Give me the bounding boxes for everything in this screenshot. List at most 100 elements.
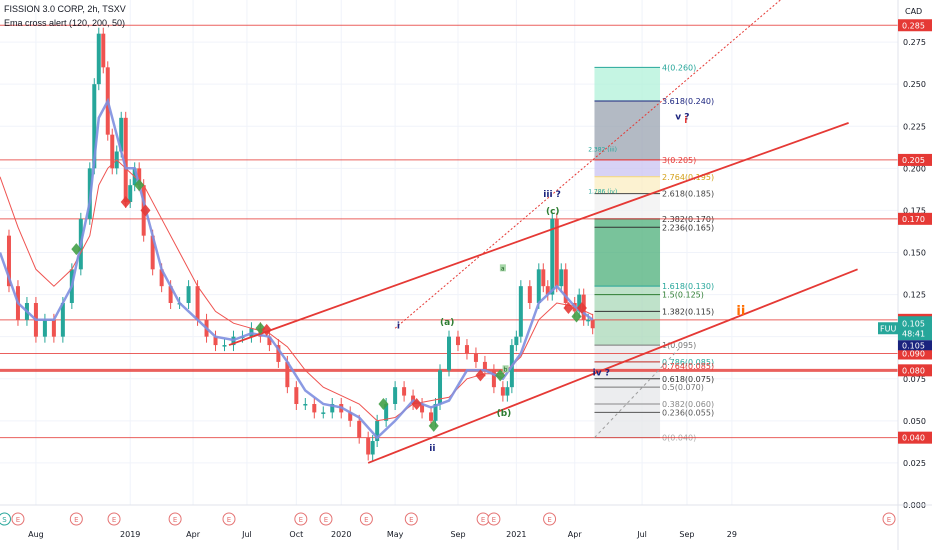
candle: [110, 134, 115, 169]
fib-zone: [594, 193, 661, 219]
fib-level-label: 1.618(0.130): [662, 282, 714, 291]
time-tick: Aug: [28, 530, 44, 539]
fib-level-label: 1.5(0.125): [662, 291, 704, 300]
candle: [96, 33, 101, 85]
candle: [590, 319, 595, 329]
price-tick: 0.200: [903, 164, 926, 173]
wave-box-label: b: [504, 366, 508, 373]
price-tick: 0.050: [903, 417, 926, 426]
fib-zone: [594, 218, 661, 287]
candle: [482, 361, 487, 371]
event-marker: [107, 512, 121, 526]
candle: [330, 404, 335, 413]
event-marker: [882, 512, 896, 526]
candle: [464, 345, 469, 354]
wave-label: iii ?: [543, 190, 561, 200]
candle: [527, 286, 532, 303]
event-marker-label: E: [74, 516, 78, 524]
candle: [563, 269, 568, 303]
signal-marker: [261, 323, 272, 336]
candle: [550, 218, 555, 295]
channel-line: [228, 122, 849, 346]
candle: [303, 404, 308, 406]
wave-label: ii: [429, 444, 435, 454]
fib-level-label: 2.236(0.165): [662, 223, 714, 232]
price-tick: 0.125: [903, 291, 926, 300]
signal-marker: [571, 310, 582, 323]
event-marker-label: E: [364, 516, 368, 524]
wave-label: (c): [546, 207, 560, 217]
candle: [123, 117, 128, 202]
event-marker-label: E: [16, 516, 20, 524]
fib-level-label: 0.236(0.055): [662, 408, 714, 417]
event-marker: [543, 512, 557, 526]
candle: [276, 345, 281, 362]
candle: [128, 185, 133, 202]
candle: [60, 303, 65, 337]
time-tick: 29: [727, 530, 737, 539]
candle: [348, 412, 353, 421]
candle: [294, 387, 299, 404]
price-tick: 0.275: [903, 38, 926, 47]
event-marker-label: E: [481, 516, 485, 524]
event-marker: [487, 512, 501, 526]
channel-line: [367, 268, 858, 464]
fib-level-label: 0.786(0.085): [662, 358, 714, 367]
wave-label: (a): [440, 318, 454, 328]
price-axis-bg: [898, 0, 932, 550]
event-marker-label: E: [409, 516, 413, 524]
candle: [267, 336, 272, 346]
signal-marker: [563, 302, 574, 315]
candle: [101, 33, 106, 68]
fib-level-label: 1(0.095): [662, 341, 696, 350]
price-tick: 0.075: [903, 375, 926, 384]
price-level-tag-text: 0.205: [902, 156, 925, 165]
candle: [554, 218, 559, 287]
candle: [222, 345, 227, 347]
time-tick: 2021: [506, 530, 526, 539]
candle: [137, 168, 142, 186]
event-marker-label: E: [173, 516, 177, 524]
event-marker: [0, 512, 11, 526]
ticker-text: FUU: [880, 324, 896, 333]
candle: [366, 437, 371, 455]
candle: [536, 269, 541, 303]
price-level-tag: [898, 347, 932, 360]
time-tick: Apr: [186, 530, 201, 539]
fib-zone: [594, 345, 661, 438]
event-marker: [319, 512, 333, 526]
candle: [51, 319, 56, 337]
event-marker: [222, 512, 236, 526]
wave-label: v ?: [675, 113, 689, 123]
candle: [505, 387, 510, 396]
candle: [438, 370, 443, 404]
candle: [357, 420, 362, 438]
wave-box: [502, 365, 509, 373]
candle: [186, 286, 191, 303]
last-price-tag: [898, 316, 932, 341]
time-tick: Jul: [636, 530, 647, 539]
fib-level-label: 2.618(0.185): [662, 190, 714, 199]
wave-label: ii: [736, 304, 745, 319]
candle: [500, 387, 505, 396]
signal-marker: [495, 369, 506, 382]
time-tick: Apr: [568, 530, 583, 539]
price-level-tag: [898, 212, 932, 225]
countdown-text: 48:41: [902, 329, 925, 338]
candle: [429, 412, 434, 421]
candle: [42, 319, 47, 337]
candle: [518, 286, 523, 337]
candle: [393, 387, 398, 404]
fib-annotation: 1.786 (iv): [588, 189, 617, 196]
wave-label: (b): [497, 409, 512, 419]
event-marker-label: E: [227, 516, 231, 524]
signal-marker: [475, 369, 486, 382]
ticker-tag: [878, 322, 898, 335]
event-marker: [168, 512, 182, 526]
time-tick: Oct: [289, 530, 303, 539]
candle: [447, 336, 451, 371]
signal-marker: [120, 196, 131, 208]
signal-marker: [411, 398, 422, 410]
